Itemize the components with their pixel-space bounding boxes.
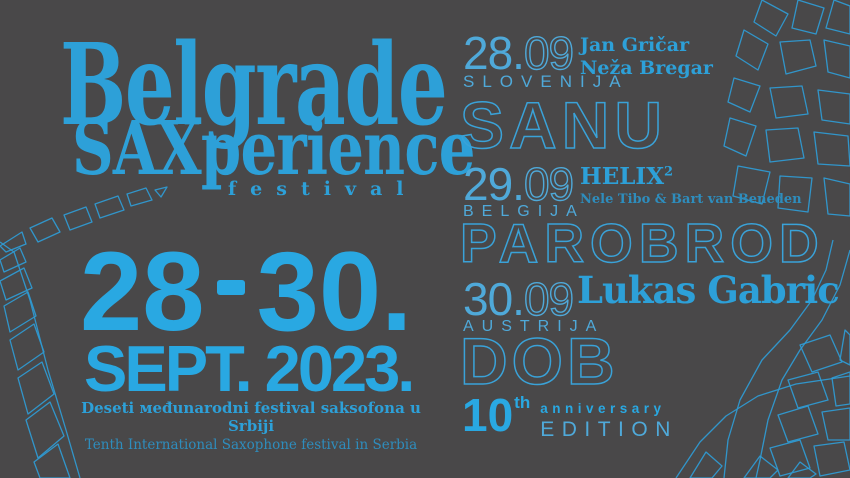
event3-venue: DOB <box>459 324 619 398</box>
event1-artist-line1: Jan Gričar <box>580 34 690 56</box>
anniversary-number: 10 <box>462 389 514 441</box>
line-art-right-curves <box>675 239 850 478</box>
event3-date-solid: 30. <box>463 273 525 325</box>
festival-date-range: 28 30. <box>80 236 412 348</box>
festival-subtitle: Deseti меđunarodni festival saksofona u … <box>58 399 444 453</box>
event3-date-outline: 09 <box>523 273 575 325</box>
event2-artist-members: Nele Tibo & Bart van Beneden <box>580 192 802 207</box>
anniversary-edition: 10 th anniversary EDITION <box>462 392 678 442</box>
event2-date: 29.09 <box>463 158 575 210</box>
line-art-left-edge <box>0 241 81 478</box>
festival-title-line2: SAXperience <box>72 106 475 192</box>
event2-artist-name: HELIX2 <box>580 165 673 188</box>
event3-country: AUSTRIJA <box>463 318 605 335</box>
anniversary-ordinal-suffix: th <box>514 393 531 412</box>
line-art-bottom-right-mesh <box>689 329 850 478</box>
anniversary-text: anniversary EDITION <box>540 401 678 442</box>
event1-venue: SANU <box>459 88 668 162</box>
event2-date-outline: 09 <box>523 158 575 210</box>
line-art-top-left-band <box>0 186 168 253</box>
anniversary-word: anniversary <box>540 401 666 416</box>
date-separator-dash <box>216 280 245 295</box>
festival-title-line3: festival <box>228 178 418 200</box>
subtitle-english: Tenth International Saxophone festival i… <box>84 437 418 453</box>
festival-title-line1: Belgrade <box>60 20 448 151</box>
event3-artist: Lukas Gabric <box>577 268 840 312</box>
event2-country: BELGIJA <box>463 203 585 220</box>
event3-date: 30.09 <box>463 273 575 325</box>
edition-word: EDITION <box>540 418 678 441</box>
event1-country: SLOVENIJA <box>463 72 629 91</box>
event2-venue: PAROBROD <box>459 212 825 274</box>
event1-date-outline: 09 <box>523 27 575 79</box>
festival-month-year: SEPT. 2023. <box>84 332 415 405</box>
date-end: 30. <box>256 229 413 354</box>
date-start: 28 <box>80 229 205 354</box>
event2-artist-superscript: 2 <box>664 164 674 180</box>
event1-artists: Jan Gričar Neža Bregar <box>580 34 713 80</box>
line-art-right-mesh <box>723 0 850 217</box>
event2-artist-main: HELIX <box>580 163 665 190</box>
event2-date-solid: 29. <box>463 158 525 210</box>
event1-date-solid: 28. <box>463 27 525 79</box>
event1-date: 28.09 <box>463 27 575 79</box>
event1-artist-line2: Neža Bregar <box>580 57 713 79</box>
subtitle-serbian: Deseti меđunarodni festival saksofona u … <box>81 399 421 435</box>
